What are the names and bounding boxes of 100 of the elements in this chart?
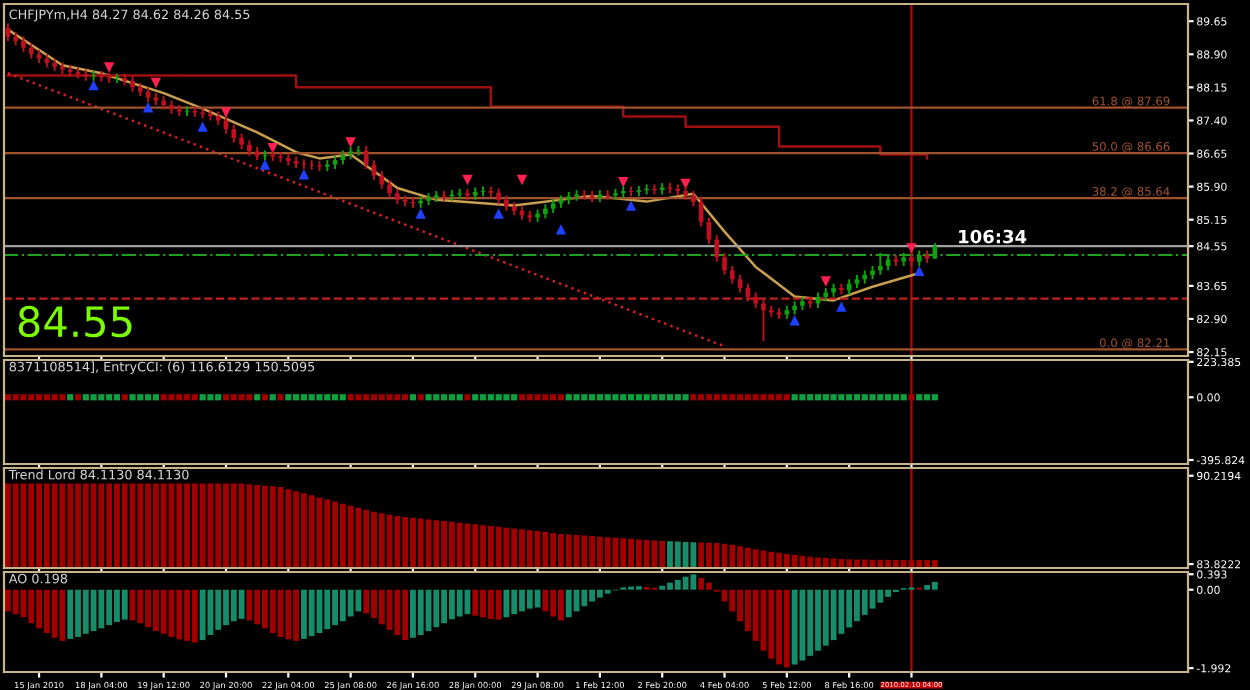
bar <box>300 589 307 639</box>
candlestick <box>441 190 447 202</box>
bar <box>378 589 385 625</box>
bar <box>215 589 222 630</box>
bar <box>838 589 845 634</box>
bar <box>846 589 853 628</box>
bar <box>783 589 790 668</box>
bar <box>448 589 455 620</box>
bar <box>519 589 525 612</box>
point <box>836 301 847 312</box>
bar <box>885 589 892 597</box>
bar <box>822 589 829 646</box>
bar <box>285 589 292 640</box>
bar <box>495 589 502 620</box>
point <box>267 143 278 154</box>
bar <box>690 574 697 590</box>
bar <box>59 589 66 641</box>
bar <box>861 589 868 615</box>
bar <box>339 589 346 622</box>
bar <box>152 589 159 632</box>
point <box>625 200 637 211</box>
bar <box>456 589 463 617</box>
bar <box>36 589 42 629</box>
point <box>259 159 271 170</box>
bar <box>417 589 424 635</box>
point <box>555 224 567 235</box>
candlestick <box>877 251 883 276</box>
bar <box>191 589 198 643</box>
bar <box>480 589 486 618</box>
point <box>462 174 473 186</box>
bar <box>324 589 331 630</box>
bar <box>402 589 409 641</box>
bar <box>931 581 938 590</box>
bar <box>667 582 673 590</box>
bar <box>706 582 712 590</box>
bar <box>184 589 190 641</box>
bar <box>511 589 518 615</box>
point <box>415 208 426 219</box>
annotation: 84.55 <box>18 305 132 338</box>
bar <box>682 576 689 590</box>
bar <box>145 589 152 628</box>
annotation: 106:34 <box>959 229 1027 244</box>
bar <box>768 589 775 659</box>
candlestick <box>301 158 307 170</box>
bar <box>815 589 821 651</box>
bar <box>581 589 588 607</box>
bar <box>199 589 206 641</box>
bar <box>51 589 58 638</box>
bar <box>114 589 120 622</box>
point <box>197 121 208 132</box>
bar <box>410 589 416 638</box>
bar <box>246 589 253 621</box>
candlestick <box>761 298 766 342</box>
bar <box>394 589 401 635</box>
bar <box>534 589 541 608</box>
bar <box>308 589 315 637</box>
bar <box>776 589 782 665</box>
candlestick <box>184 105 190 118</box>
bar <box>43 589 50 634</box>
bar <box>830 589 837 641</box>
point <box>142 102 154 113</box>
point <box>906 243 917 254</box>
bar <box>526 589 533 609</box>
bar <box>75 589 81 637</box>
bar <box>106 589 113 626</box>
point <box>493 208 504 219</box>
bar <box>542 589 549 612</box>
bar <box>4 589 11 612</box>
bar <box>230 589 237 622</box>
bar <box>269 589 276 634</box>
bar <box>791 589 798 665</box>
bar <box>28 589 35 624</box>
bar <box>674 579 681 590</box>
bar <box>160 589 167 634</box>
candlestick <box>714 234 720 263</box>
bar <box>347 589 354 617</box>
bar <box>596 589 603 598</box>
bar <box>487 589 494 619</box>
bar <box>698 577 705 590</box>
bar <box>262 589 268 629</box>
bar <box>558 589 564 621</box>
point <box>150 77 162 89</box>
bar <box>12 589 19 615</box>
point <box>618 177 629 188</box>
bar <box>472 589 479 616</box>
bar <box>98 589 105 629</box>
bar <box>565 589 572 618</box>
bar <box>441 589 448 624</box>
candlestick <box>722 251 727 276</box>
bar <box>137 589 144 624</box>
bar <box>924 584 930 590</box>
bar <box>207 589 214 635</box>
point <box>516 174 528 186</box>
point <box>789 315 800 326</box>
point <box>103 62 115 73</box>
bar <box>90 589 97 632</box>
bar <box>854 589 860 622</box>
point <box>914 265 925 277</box>
bar <box>82 589 89 634</box>
bar <box>121 589 128 620</box>
